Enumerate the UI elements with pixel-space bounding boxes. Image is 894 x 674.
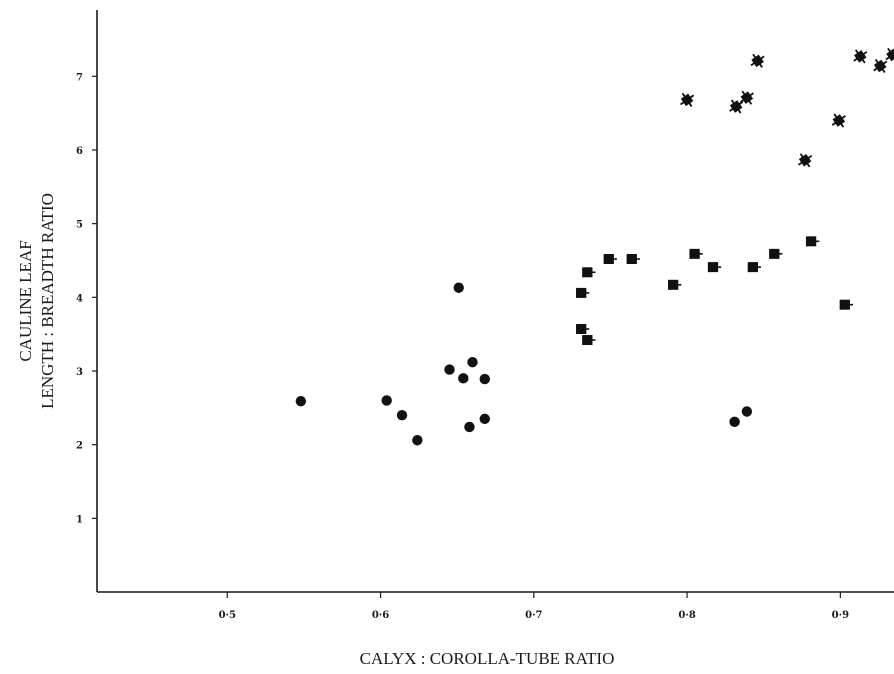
circle-point-0-0 <box>296 396 306 406</box>
flag-point-1-4 <box>604 255 617 265</box>
y-axis-label-line-1: CAULINE LEAF <box>16 240 35 361</box>
flag-point-1-1 <box>577 324 590 334</box>
flag-point-1-3 <box>583 336 596 346</box>
axes <box>97 10 894 592</box>
x-tick-label-0: 0·5 <box>219 610 236 621</box>
axis-labels: CALYX : COROLLA-TUBE RATIO CAULINE LEAF … <box>16 193 614 668</box>
star-point-2-3 <box>746 50 768 72</box>
flag-point-1-2 <box>583 268 596 278</box>
circle-point-0-1 <box>381 395 391 405</box>
flag-point-1-10 <box>770 249 783 259</box>
flag-point-1-5 <box>627 255 640 265</box>
flag-point-1-8 <box>709 263 722 273</box>
x-tick-label-3: 0·8 <box>678 610 695 621</box>
y-tick-label-0: 1 <box>76 514 83 525</box>
star-point-2-5 <box>828 109 850 131</box>
flag-point-1-7 <box>690 249 703 259</box>
flag-point-1-12 <box>840 300 853 310</box>
x-tick-label-4: 0·9 <box>832 610 849 621</box>
y-tick-label-5: 6 <box>76 146 83 157</box>
y-tick-label-4: 5 <box>76 220 83 231</box>
x-tick-label-1: 0·6 <box>372 610 389 621</box>
star-point-2-4 <box>794 149 816 171</box>
flag-point-1-9 <box>748 263 761 273</box>
circle-point-0-8 <box>464 422 474 432</box>
y-tick-label-2: 3 <box>76 367 83 378</box>
flag-point-1-6 <box>669 280 682 290</box>
tick-labels: 0·5 0·6 0·7 0·8 0·9 1 2 3 4 5 6 7 <box>76 72 849 621</box>
circle-point-0-11 <box>729 417 739 427</box>
circle-point-0-9 <box>480 414 490 424</box>
circle-point-0-5 <box>454 283 464 293</box>
circle-point-0-6 <box>458 373 468 383</box>
y-tick-label-1: 2 <box>76 441 83 452</box>
star-point-2-0 <box>676 89 698 111</box>
y-tick-label-6: 7 <box>76 72 83 83</box>
star-point-2-6 <box>849 45 871 67</box>
circle-point-0-4 <box>444 364 454 374</box>
circle-point-0-10 <box>480 374 490 384</box>
circle-point-0-12 <box>742 406 752 416</box>
x-tick-label-2: 0·7 <box>525 610 542 621</box>
circle-point-0-3 <box>412 435 422 445</box>
flag-point-1-11 <box>807 237 820 247</box>
tick-marks <box>92 76 840 598</box>
flag-point-1-0 <box>577 288 590 298</box>
y-axis-label-line-2: LENGTH : BREADTH RATIO <box>38 193 57 409</box>
x-axis-label: CALYX : COROLLA-TUBE RATIO <box>360 649 615 668</box>
circle-point-0-2 <box>397 410 407 420</box>
y-tick-label-3: 4 <box>76 293 83 304</box>
data-marks <box>296 44 894 446</box>
circle-point-0-7 <box>467 357 477 367</box>
